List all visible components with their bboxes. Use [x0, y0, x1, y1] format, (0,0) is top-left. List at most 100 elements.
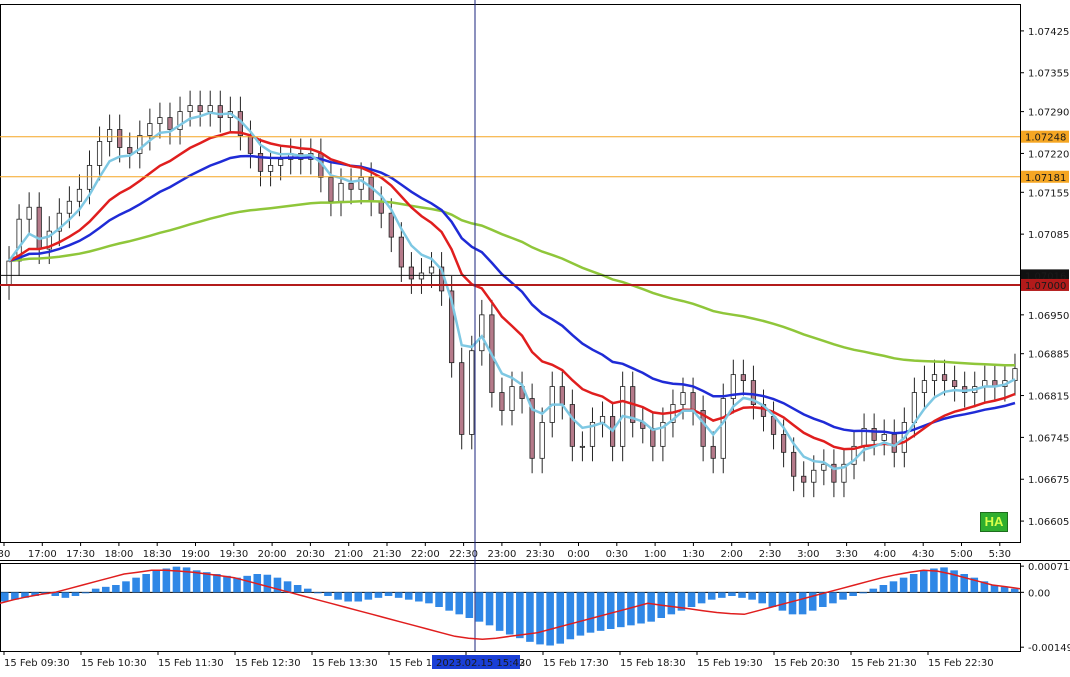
bull-candle	[187, 105, 193, 113]
time-tick-label: 0:30	[606, 549, 628, 560]
macd-histogram-bar	[869, 588, 878, 593]
date-tick-label: 15 Feb 12:30	[235, 658, 301, 669]
bear-candle	[378, 200, 384, 214]
bull-candle	[76, 188, 83, 202]
time-tick-label: 19:30	[219, 549, 248, 560]
bull-candle	[539, 422, 545, 459]
macd-histogram-bar	[859, 592, 867, 594]
macd-histogram-bar	[697, 592, 706, 604]
macd-histogram-bar	[243, 575, 251, 593]
bull-candle	[811, 469, 817, 483]
date-tick-label: 15 Feb 10:30	[81, 658, 147, 669]
price-level-tag	[1021, 278, 1069, 291]
time-tick-label: 22:00	[411, 549, 440, 560]
bull-candle	[418, 272, 425, 280]
bull-candle	[207, 105, 213, 113]
macd-histogram-bar	[556, 592, 565, 644]
bull-candle	[469, 350, 475, 435]
macd-histogram-bar	[748, 592, 756, 600]
macd-histogram-bar	[354, 592, 363, 602]
bull-candle	[147, 123, 153, 136]
macd-histogram-bar	[213, 574, 221, 593]
price-tick-label: 1.07155	[1028, 188, 1069, 199]
macd-histogram-bar	[829, 592, 837, 604]
macd-histogram-bar	[293, 585, 302, 593]
time-tick-label: 4:00	[874, 549, 896, 560]
price-tick-label: 1.06815	[1028, 392, 1069, 403]
macd-histogram-bar	[263, 574, 272, 593]
macd-histogram-bar	[223, 575, 231, 593]
macd-histogram-bar	[576, 592, 585, 636]
bull-candle	[479, 314, 485, 352]
bull-candle	[509, 386, 515, 411]
macd-histogram-bar	[627, 592, 635, 626]
macd-histogram-bar	[314, 592, 322, 594]
macd-histogram-bar	[920, 570, 928, 593]
macd-histogram-bar	[71, 592, 80, 596]
time-tick-label: 20:30	[296, 549, 325, 560]
macd-histogram-bar	[879, 585, 888, 593]
time-tick-label: 3:30	[835, 549, 857, 560]
bull-candle	[107, 129, 113, 142]
price-tick-label: 1.06885	[1028, 350, 1069, 361]
macd-histogram-bar	[192, 570, 201, 593]
time-tick-label: 5:00	[950, 549, 972, 560]
macd-histogram-bar	[404, 592, 413, 600]
macd-histogram-bar	[889, 581, 898, 593]
macd-histogram-bar	[182, 567, 191, 593]
bull-candle	[157, 117, 163, 124]
macd-histogram-bar	[960, 574, 968, 593]
bear-candle	[569, 404, 575, 447]
macd-histogram-bar	[142, 574, 150, 593]
bull-candle	[841, 463, 847, 483]
time-tick-label: 5:30	[989, 549, 1011, 560]
macd-histogram-bar	[455, 592, 464, 615]
time-tick-label: 19:00	[181, 549, 210, 560]
macd-histogram-bar	[980, 581, 989, 593]
bear-candle	[690, 392, 696, 411]
bear-candle	[247, 135, 254, 154]
macd-histogram-bar	[909, 574, 918, 593]
moving-average-line	[7, 111, 1016, 471]
bull-candle	[931, 374, 938, 382]
macd-histogram-bar	[798, 592, 807, 615]
macd-histogram-bar	[475, 592, 484, 622]
date-tick-label: 15 Feb 14	[389, 658, 439, 669]
macd-histogram-bar	[101, 586, 110, 593]
time-tick-label: 4:30	[912, 549, 934, 560]
macd-histogram-bar	[819, 592, 827, 607]
bull-candle	[720, 398, 726, 459]
macd-histogram-bar	[344, 592, 352, 602]
bull-candle	[881, 433, 887, 441]
date-tick-label: 15 Feb 21:30	[851, 658, 917, 669]
bear-candle	[770, 416, 777, 435]
heiken-ashi-badge[interactable]: HA	[980, 512, 1008, 532]
crosshair-time-label: 2023.02.15 15:42	[436, 658, 525, 669]
macd-histogram-bar	[728, 592, 736, 596]
time-tick-label: 18:30	[143, 549, 172, 560]
macd-histogram-bar	[758, 592, 766, 604]
macd-histogram-bar	[596, 592, 605, 631]
time-tick-label: 2:00	[720, 549, 742, 560]
bear-candle	[459, 362, 465, 435]
macd-histogram-bar	[233, 577, 241, 593]
bear-candle	[127, 147, 133, 154]
macd-histogram-bar	[707, 592, 716, 600]
macd-histogram-bar	[687, 592, 696, 607]
price-level-label: 1.07248	[1025, 133, 1066, 144]
price-tick-label: 1.06675	[1028, 475, 1069, 486]
bear-candle	[217, 105, 223, 118]
price-tick-label: 1.06605	[1028, 517, 1069, 528]
price-level-tag	[1021, 269, 1069, 282]
macd-histogram-bar	[647, 592, 655, 622]
macd-histogram-bar	[445, 592, 453, 611]
macd-histogram-bar	[1010, 588, 1019, 593]
macd-histogram-bar	[990, 585, 999, 593]
price-tick-label: 1.07085	[1028, 230, 1069, 241]
macd-histogram-bar	[51, 592, 60, 596]
bull-candle	[177, 111, 183, 130]
time-tick-label: 17:00	[28, 549, 57, 560]
time-tick-label: 2:30	[759, 549, 781, 560]
